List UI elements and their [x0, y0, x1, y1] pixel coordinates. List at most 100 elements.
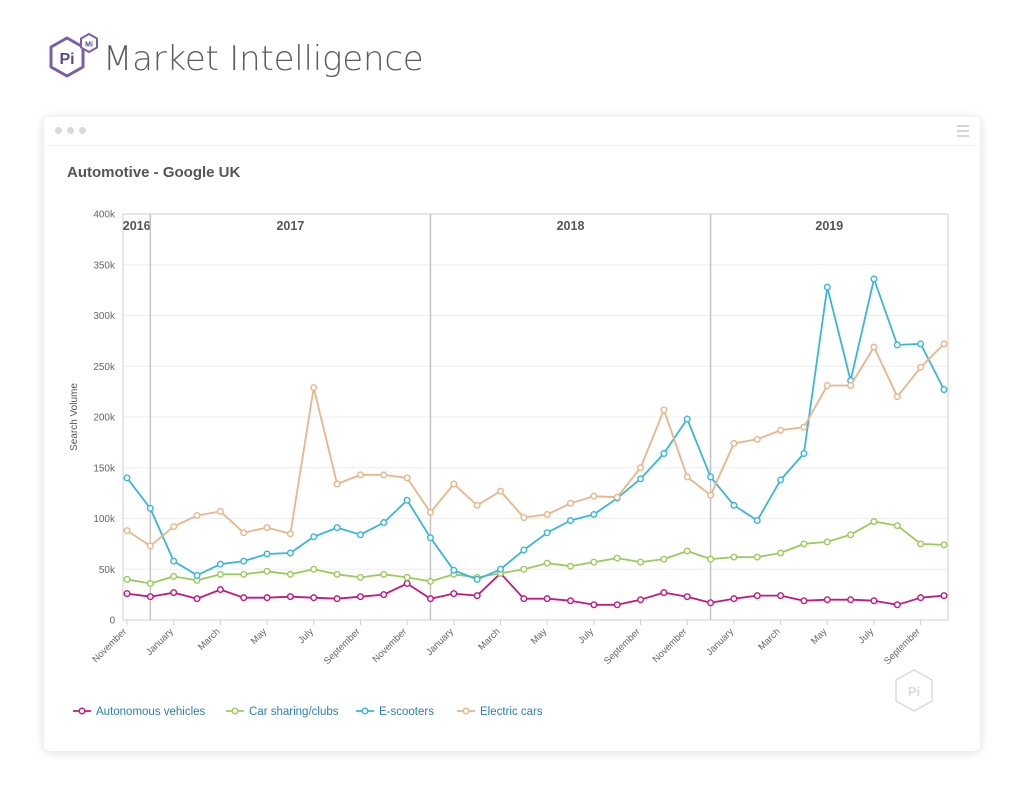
data-point [823, 596, 831, 604]
data-point [426, 595, 434, 603]
data-point [590, 558, 598, 566]
data-point [123, 590, 131, 598]
data-point [567, 499, 575, 507]
x-tick-label: May [249, 626, 270, 647]
data-point [403, 496, 411, 504]
year-label: 2018 [557, 219, 585, 233]
series-line [126, 278, 945, 581]
year-label: 2017 [276, 219, 304, 233]
data-point [893, 393, 901, 401]
window-dot-icon[interactable] [55, 127, 62, 134]
y-tick-label: 250k [93, 362, 116, 373]
legend-label: E-scooters [379, 706, 434, 718]
y-tick-label: 0 [109, 616, 115, 627]
data-point [333, 595, 341, 603]
data-point [590, 510, 598, 518]
data-point [193, 511, 201, 519]
legend-marker [231, 707, 239, 715]
x-tick-label: May [529, 626, 550, 647]
data-point [940, 340, 948, 348]
year-label: 2019 [815, 219, 843, 233]
data-point [753, 553, 761, 561]
data-point [333, 524, 341, 532]
data-point [473, 592, 481, 600]
data-point [403, 579, 411, 587]
data-point [683, 593, 691, 601]
data-point [683, 547, 691, 555]
data-point [286, 530, 294, 538]
legend-item: Electric cars [457, 706, 543, 718]
data-point [216, 586, 224, 594]
y-tick-label: 100k [93, 514, 116, 525]
data-point [707, 555, 715, 563]
y-tick-label: 150k [93, 463, 116, 474]
data-point [543, 559, 551, 567]
x-tick-label: March [756, 626, 782, 652]
window-dot-icon[interactable] [79, 127, 86, 134]
data-point [753, 517, 761, 525]
data-point [380, 519, 388, 527]
data-point [567, 562, 575, 570]
data-point [683, 415, 691, 423]
chart-window: Automotive - Google UK 0 50k 100k 150k 200k 2… [44, 117, 980, 751]
data-point [777, 426, 785, 434]
series-line [126, 572, 945, 606]
legend-item: Autonomous vehicles [73, 706, 206, 718]
data-point [356, 471, 364, 479]
data-point [380, 570, 388, 578]
y-axis-label: Search Volume [69, 383, 80, 451]
data-point [496, 487, 504, 495]
data-point [940, 541, 948, 549]
legend-item: E-scooters [356, 706, 434, 718]
data-point [450, 480, 458, 488]
data-point [917, 363, 925, 371]
data-point [590, 492, 598, 500]
data-point [917, 540, 925, 548]
data-point [660, 406, 668, 414]
hamburger-icon[interactable] [957, 125, 969, 140]
data-point [496, 565, 504, 573]
data-point [683, 473, 691, 481]
data-point [263, 594, 271, 602]
data-point [637, 558, 645, 566]
x-tick-label: March [476, 626, 502, 652]
x-tick-label: May [809, 626, 830, 647]
data-point [590, 601, 598, 609]
data-point [123, 575, 131, 583]
data-point [170, 589, 178, 597]
data-point [893, 341, 901, 349]
x-tick-label: January [144, 626, 176, 658]
data-point [870, 275, 878, 283]
data-point [170, 523, 178, 531]
data-point [286, 593, 294, 601]
x-tick-label: January [704, 626, 736, 658]
data-point [753, 435, 761, 443]
data-point [543, 529, 551, 537]
data-point [520, 565, 528, 573]
window-dot-icon[interactable] [67, 127, 74, 134]
legend-item: Car sharing/clubs [226, 706, 339, 718]
x-tick-label: March [196, 626, 222, 652]
data-point [310, 384, 318, 392]
data-point [380, 471, 388, 479]
data-point [193, 595, 201, 603]
y-tick-label: 400k [93, 210, 116, 221]
series-line [126, 343, 945, 547]
data-point [240, 529, 248, 537]
data-point [310, 565, 318, 573]
data-point [800, 597, 808, 605]
data-point [146, 504, 154, 512]
data-point [240, 557, 248, 565]
svg-text:Pi: Pi [59, 51, 74, 68]
data-point [263, 567, 271, 575]
data-point [473, 575, 481, 583]
data-point [917, 594, 925, 602]
data-point [613, 493, 621, 501]
data-point [730, 595, 738, 603]
data-point [660, 450, 668, 458]
data-point [193, 571, 201, 579]
data-point [753, 592, 761, 600]
data-point [310, 533, 318, 541]
data-point [847, 382, 855, 390]
watermark-text: Pi [908, 684, 920, 699]
